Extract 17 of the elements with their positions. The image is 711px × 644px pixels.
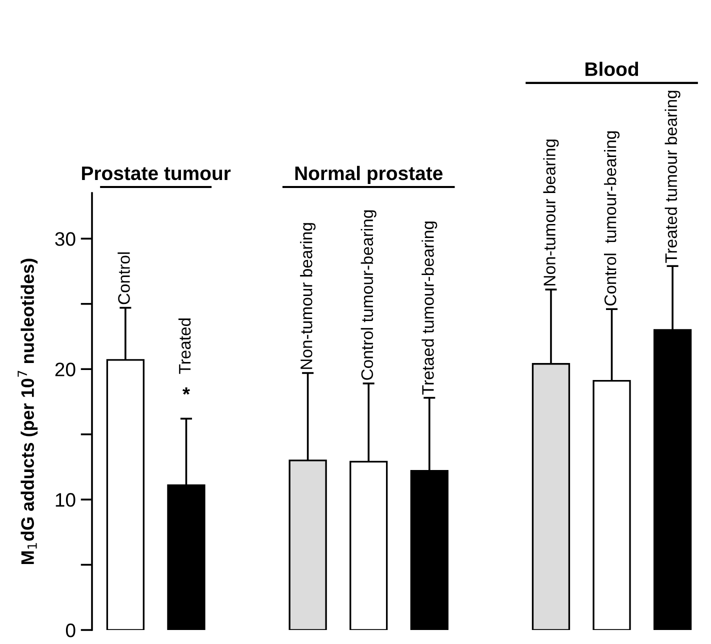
text: Normal prostate (295, 166, 442, 184)
annotation: * (182, 387, 190, 395)
x-tick-label: Tretaed tumour-bearing (422, 222, 438, 395)
text: Blood (586, 62, 638, 76)
x-tick-label: Treated tumour bearing (664, 90, 680, 263)
x-tick-label: Control tumour-bearing (360, 210, 376, 380)
y-tick-label: 10 (56, 493, 76, 507)
x-tick-label: Non-tumour bearing (300, 223, 316, 369)
y-tick-label: 30 (55, 232, 76, 246)
x-tick-label: Non-tumour bearing (543, 140, 559, 286)
x-tick-label: Treated (178, 318, 191, 374)
y-axis-title: M$_{1}$dG adducts (per 10$^{7}$ nucleotides) (18, 258, 38, 564)
x-tick-label: Control tumour-bearing (604, 131, 620, 306)
y-tick-label: 20 (55, 362, 76, 376)
x-tick-label: Control (118, 252, 130, 304)
y-tick-label: 0 (66, 623, 76, 638)
text: Prostate tumour (82, 166, 231, 180)
